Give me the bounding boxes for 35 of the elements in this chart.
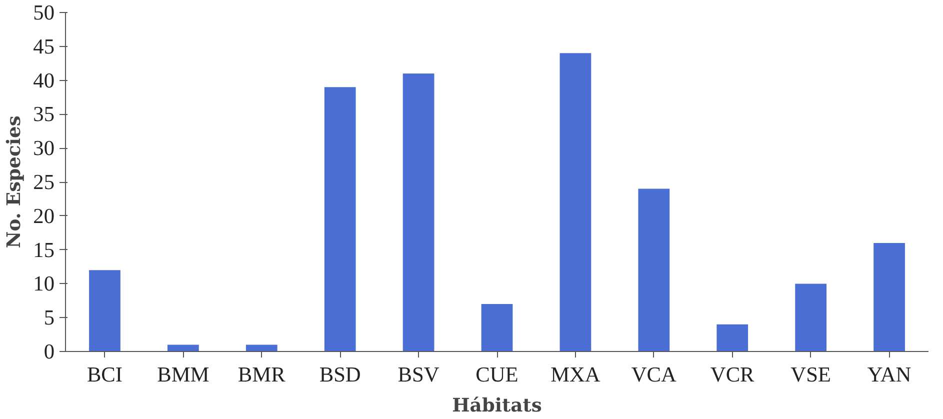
x-tick-label: VCA	[631, 362, 678, 386]
x-axis-title: Hábitats	[452, 394, 542, 416]
y-tick-label: 10	[33, 272, 54, 296]
bar	[167, 344, 199, 352]
x-tick-label: BMM	[157, 362, 210, 386]
y-tick-label: 35	[33, 102, 54, 126]
x-tick-label: YAN	[867, 362, 912, 386]
bar	[324, 87, 356, 352]
bar	[560, 53, 592, 352]
bar	[246, 344, 278, 352]
y-tick-label: 20	[33, 204, 54, 228]
x-tick-label: VCR	[710, 362, 756, 386]
bar	[402, 74, 434, 352]
y-tick-label: 45	[33, 34, 54, 58]
x-tick-label: BCI	[86, 362, 123, 386]
x-tick-label: CUE	[476, 362, 518, 386]
bar	[481, 304, 513, 352]
x-tick-label: VSE	[790, 362, 831, 386]
y-tick-label: 40	[33, 68, 54, 92]
y-tick-label: 30	[33, 136, 54, 160]
y-tick-label: 25	[33, 170, 54, 194]
bar	[89, 270, 120, 352]
bar	[716, 324, 748, 352]
x-tick-label: MXA	[550, 362, 601, 386]
bar	[638, 188, 670, 352]
x-tick-label: BSV	[398, 362, 440, 386]
bar	[795, 284, 827, 352]
x-tick-label: BMR	[238, 362, 286, 386]
y-tick-label: 50	[33, 0, 54, 24]
y-tick-label: 5	[44, 306, 55, 330]
x-tick-label: BSD	[319, 362, 361, 386]
y-tick-label: 0	[44, 340, 55, 364]
bar	[874, 243, 905, 352]
y-axis-title: No. Especies	[3, 116, 26, 248]
y-tick-label: 15	[33, 238, 54, 262]
